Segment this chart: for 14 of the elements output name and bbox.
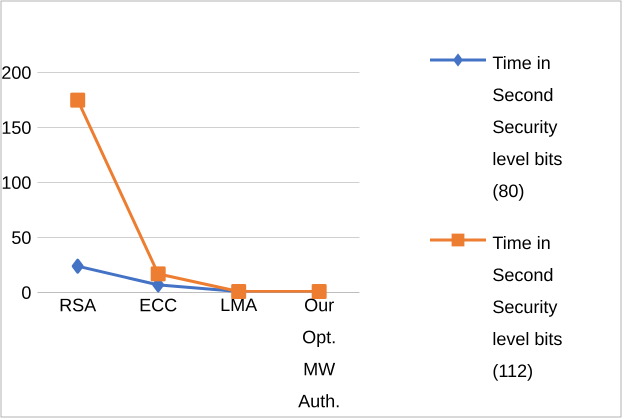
legend-label: Time in Second Security level bits (112) bbox=[492, 236, 562, 381]
y-tick-label: 100 bbox=[2, 176, 31, 189]
x-tick-label: Our Opt. MW Auth. bbox=[298, 298, 339, 408]
y-tick-label: 150 bbox=[2, 121, 31, 134]
x-tick-label: ECC bbox=[140, 298, 177, 312]
y-tick-label: 200 bbox=[2, 66, 31, 79]
x-tick-label: RSA bbox=[60, 298, 96, 312]
x-tick-label: LMA bbox=[222, 298, 258, 312]
y-tick-label: 50 bbox=[12, 231, 31, 244]
point bbox=[72, 258, 84, 274]
y-tick-label: 0 bbox=[22, 286, 31, 299]
point bbox=[150, 266, 166, 282]
legend-label: Time in Second Security level bits (80) bbox=[492, 56, 562, 201]
point bbox=[70, 92, 86, 108]
